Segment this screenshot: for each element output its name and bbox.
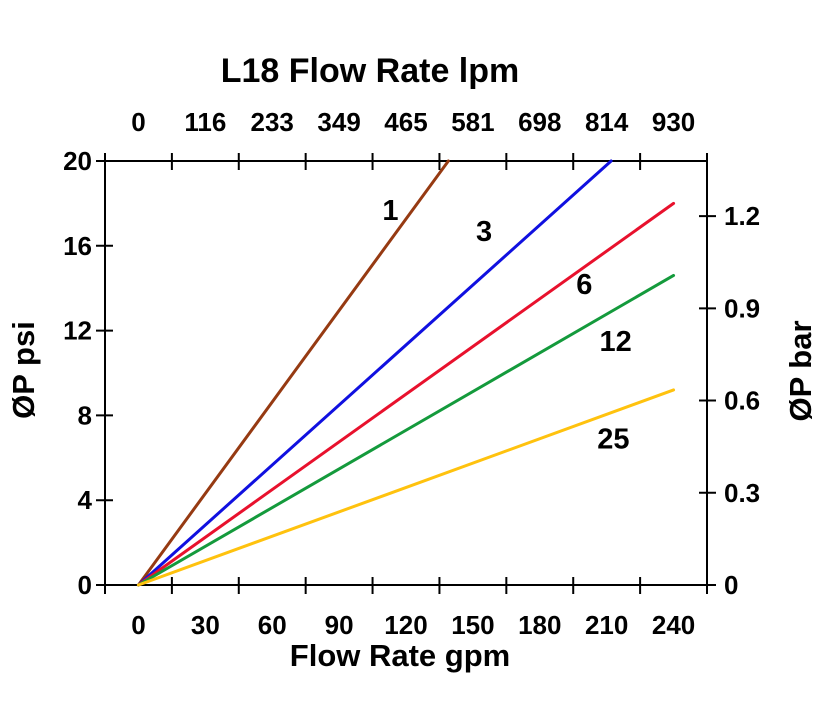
series-line-3 — [136, 159, 613, 587]
series-label-1: 1 — [382, 195, 398, 227]
top-tick-label: 930 — [652, 107, 695, 137]
top-tick-label: 116 — [184, 107, 226, 137]
plot-border — [104, 160, 708, 586]
bottom-tick-label: 210 — [585, 610, 628, 640]
top-tick-label: 349 — [317, 107, 360, 137]
right-tick-label: 0 — [724, 570, 738, 600]
chart-title: L18 Flow Rate lpm — [220, 52, 520, 90]
bottom-tick-label: 60 — [258, 610, 287, 640]
bottom-tick-label: 240 — [652, 610, 695, 640]
right-tick-label: 0.9 — [724, 293, 760, 323]
series-label-25: 25 — [597, 424, 629, 456]
left-tick-label: 12 — [63, 316, 92, 346]
bottom-tick-label: 150 — [451, 610, 494, 640]
left-tick-label: 20 — [63, 146, 92, 176]
right-tick-label: 0.3 — [724, 478, 760, 508]
series-line-6 — [136, 201, 676, 587]
bottom-tick-label: 180 — [518, 610, 561, 640]
left-tick-label: 4 — [78, 485, 93, 515]
left-tick-label: 16 — [63, 231, 92, 261]
top-tick-label: 0 — [131, 107, 145, 137]
top-tick-label: 814 — [585, 107, 629, 137]
right-tick-label: 0.6 — [724, 386, 760, 416]
bottom-tick-label: 0 — [131, 610, 145, 640]
top-tick-label: 465 — [384, 107, 427, 137]
bottom-tick-label: 30 — [191, 610, 220, 640]
series-label-3: 3 — [476, 216, 492, 248]
series-line-25 — [136, 388, 676, 587]
top-tick-label: 698 — [518, 107, 561, 137]
top-tick-label: 581 — [451, 107, 494, 137]
left-tick-label: 8 — [78, 400, 92, 430]
series-label-12: 12 — [599, 326, 631, 358]
bottom-tick-label: 90 — [325, 610, 354, 640]
bottom-axis-title: Flow Rate gpm — [289, 638, 511, 673]
bottom-tick-label: 120 — [384, 610, 427, 640]
series-line-12 — [136, 273, 676, 587]
series-line-1 — [136, 159, 450, 587]
left-tick-label: 0 — [78, 570, 92, 600]
series-label-6: 6 — [576, 269, 592, 301]
top-tick-label: 233 — [251, 107, 294, 137]
right-tick-label: 1.2 — [724, 201, 760, 231]
